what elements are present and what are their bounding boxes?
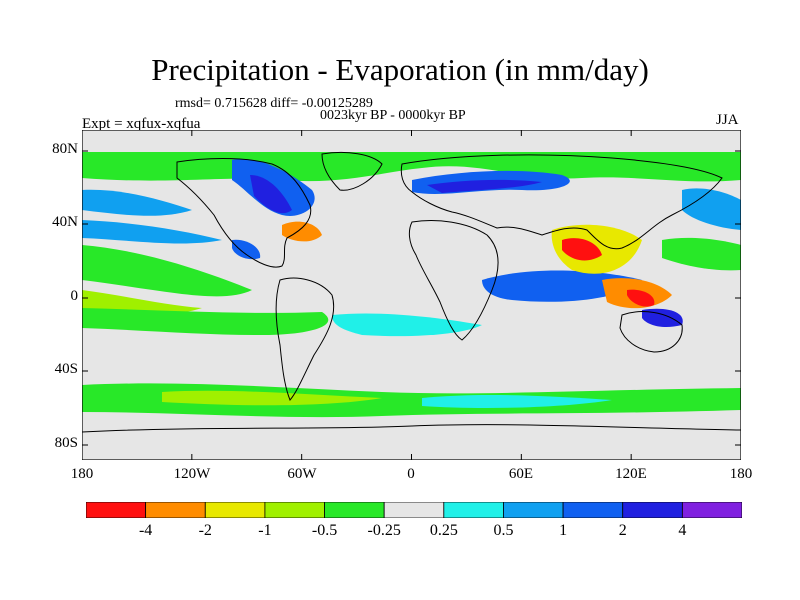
- colorbar-swatch: [383, 502, 445, 518]
- lon-tick-label: 60E: [508, 466, 534, 482]
- colorbar-label: 1: [559, 522, 568, 539]
- colorbar-label: -2: [198, 522, 212, 539]
- season-label: JJA: [716, 112, 739, 128]
- map-ticks: [82, 130, 741, 460]
- lat-tick-label: 80N: [52, 141, 78, 157]
- lon-tick-label: 60W: [287, 466, 317, 482]
- lat-tick-label: 40S: [54, 361, 78, 377]
- experiment-label: Expt = xqfux-xqfua: [82, 116, 201, 132]
- pe-anomaly-field: [82, 152, 741, 418]
- colorbar-label: -1: [258, 522, 272, 539]
- world-map: [82, 130, 741, 460]
- colorbar-swatch: [443, 502, 504, 518]
- coastlines: [82, 151, 741, 433]
- colorbar-swatch: [86, 502, 147, 518]
- colorbar-swatch: [264, 502, 325, 518]
- colorbar-swatch: [324, 502, 385, 518]
- colorbar-label: 4: [678, 522, 687, 539]
- lon-tick-label: 0: [407, 466, 415, 482]
- colorbar-swatch: [622, 502, 683, 518]
- colorbar-label: -4: [138, 522, 153, 539]
- lat-tick-label: 0: [70, 288, 79, 304]
- stats-label: rmsd= 0.715628 diff= -0.00125289: [175, 96, 373, 111]
- lon-tick-label: 180: [70, 466, 94, 482]
- colorbar-swatch: [562, 502, 624, 518]
- colorbar: [86, 502, 742, 518]
- lat-tick-label: 80S: [54, 435, 78, 451]
- colorbar-swatch: [145, 502, 206, 518]
- colorbar-label: 0.25: [429, 522, 458, 539]
- chart-title: Precipitation - Evaporation (in mm/day): [151, 52, 649, 87]
- colorbar-label: -0.5: [311, 522, 338, 539]
- colorbar-label: 2: [618, 522, 627, 539]
- lat-tick-label: 40N: [52, 214, 78, 230]
- colorbar-swatch: [204, 502, 266, 518]
- colorbar-label: -0.25: [367, 522, 401, 539]
- lon-tick-label: 180: [729, 466, 753, 482]
- colorbar-label: 0.5: [493, 522, 514, 539]
- lon-tick-label: 120E: [615, 466, 647, 482]
- lon-tick-label: 120W: [173, 466, 211, 482]
- colorbar-swatch: [503, 502, 564, 518]
- colorbar-swatch: [681, 502, 742, 518]
- period-label: 0023kyr BP - 0000kyr BP: [320, 108, 466, 123]
